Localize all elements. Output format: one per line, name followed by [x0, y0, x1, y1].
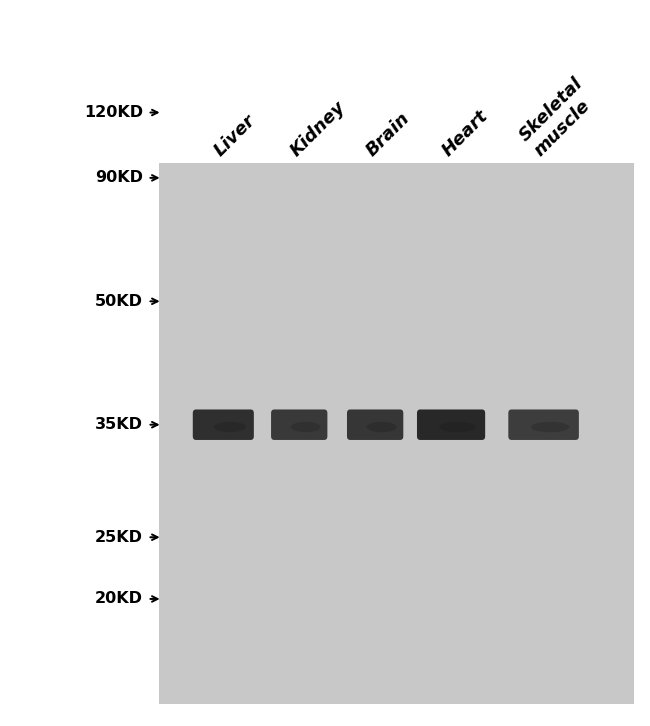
- Ellipse shape: [531, 422, 569, 432]
- Text: Liver: Liver: [211, 111, 259, 160]
- Ellipse shape: [367, 422, 396, 432]
- Bar: [159, 163, 634, 704]
- Ellipse shape: [213, 422, 246, 432]
- Text: 120KD: 120KD: [84, 105, 143, 120]
- Text: Kidney: Kidney: [287, 97, 348, 160]
- Ellipse shape: [291, 422, 320, 432]
- Text: 50KD: 50KD: [95, 294, 143, 309]
- Text: Heart: Heart: [438, 107, 491, 160]
- Text: Brain: Brain: [363, 109, 413, 160]
- Text: 90KD: 90KD: [95, 171, 143, 185]
- FancyBboxPatch shape: [271, 409, 328, 440]
- FancyBboxPatch shape: [347, 409, 403, 440]
- FancyBboxPatch shape: [193, 409, 254, 440]
- FancyBboxPatch shape: [417, 409, 485, 440]
- FancyBboxPatch shape: [508, 409, 579, 440]
- Text: Skeletal
muscle: Skeletal muscle: [516, 74, 601, 160]
- Text: 35KD: 35KD: [95, 417, 143, 432]
- Text: 20KD: 20KD: [95, 592, 143, 606]
- Text: 25KD: 25KD: [95, 530, 143, 544]
- Ellipse shape: [439, 422, 476, 432]
